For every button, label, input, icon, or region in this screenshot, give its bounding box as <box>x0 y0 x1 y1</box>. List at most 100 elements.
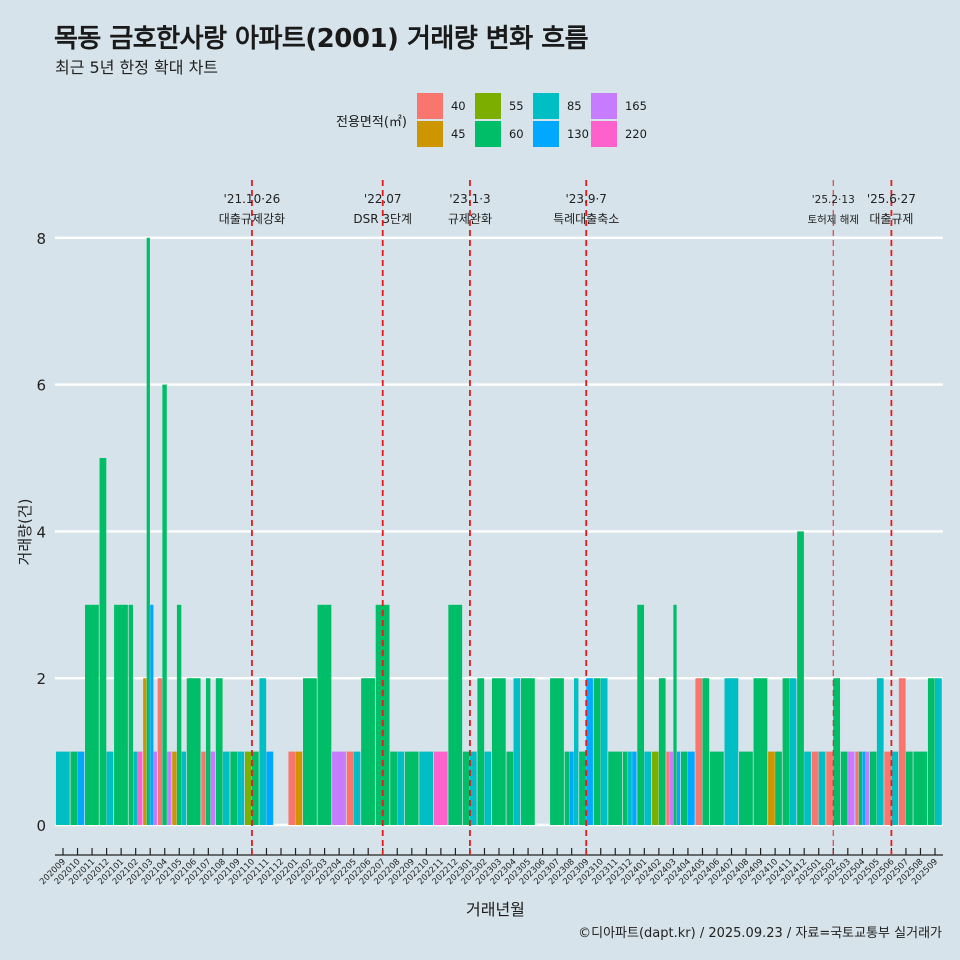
bar-202507-60 <box>905 751 913 825</box>
bar-202404-60 <box>680 751 688 825</box>
bar-202210-85 <box>419 751 434 825</box>
chart-title: 목동 금호한사랑 아파트(2001) 거래량 변화 흐름 <box>54 24 589 54</box>
bar-202410-45 <box>768 751 775 825</box>
bar-202406-60 <box>709 751 724 825</box>
bar-202105-45 <box>172 751 177 825</box>
chart-subtitle: 최근 5년 한정 확대 차트 <box>55 58 219 77</box>
bar-202506-40 <box>884 751 892 825</box>
legend-swatch <box>590 93 617 119</box>
legend-swatch <box>416 121 443 147</box>
bar-202302-60 <box>477 678 485 825</box>
bar-202403-165 <box>669 751 674 825</box>
bar-202108-60 <box>215 678 223 825</box>
bar-202503-165 <box>847 751 855 825</box>
bar-202103-130 <box>150 604 154 825</box>
bar-202503-60 <box>840 751 848 825</box>
legend-item-165: 165 <box>590 92 649 120</box>
bar-202103-45 <box>143 678 147 825</box>
bar-202102-60 <box>128 604 134 825</box>
y-tick-label: 0 <box>36 817 46 835</box>
bar-202509-85 <box>935 678 942 825</box>
legend-swatch <box>532 93 559 119</box>
bar-202412-60 <box>797 531 804 825</box>
legend-swatch <box>532 121 559 147</box>
bar-202204-165 <box>332 751 346 825</box>
bar-202509-60 <box>927 678 935 825</box>
legend-label: 165 <box>624 99 647 113</box>
legend-swatch <box>474 121 501 147</box>
bar-202303-60 <box>491 678 506 825</box>
event-date-label: '25.2·13 <box>812 194 855 206</box>
bar-202108-85 <box>222 751 230 825</box>
legend-label: 45 <box>450 127 466 141</box>
bar-202407-85 <box>724 678 739 825</box>
legend-item-130: 130 <box>532 120 591 148</box>
bar-202309-60 <box>579 751 586 825</box>
bar-202307-60 <box>550 678 564 825</box>
legend-title: 전용면적(㎡) <box>336 114 407 130</box>
bar-202105-85 <box>181 751 187 825</box>
legend-label: 85 <box>566 99 582 113</box>
bar-202501-85 <box>818 751 826 825</box>
legend-item-55: 55 <box>474 92 533 120</box>
bar-202410-60 <box>775 751 782 825</box>
legend-label: 40 <box>450 99 466 113</box>
bar-202412-85 <box>804 751 811 825</box>
legend-item-40: 40 <box>416 92 475 120</box>
bar-202403-60 <box>673 604 677 825</box>
bar-202308-60 <box>564 751 570 825</box>
bar-202405-40 <box>695 678 703 825</box>
bar-202312-130 <box>632 751 637 825</box>
bar-202110-55 <box>244 751 252 825</box>
bar-202205-40 <box>346 751 354 825</box>
bar-202310-85 <box>600 678 608 825</box>
bar-202502-40 <box>826 751 833 825</box>
bar-202107-40 <box>201 751 206 825</box>
bar-202205-85 <box>353 751 361 825</box>
bar-202505-60 <box>869 751 877 825</box>
bar-202401-85 <box>644 751 652 825</box>
bar-202012-60 <box>99 458 107 825</box>
bar-202401-60 <box>637 604 645 825</box>
bar-202009-85 <box>55 751 70 825</box>
bar-202309-130 <box>586 678 593 825</box>
bar-202101-60 <box>114 604 128 825</box>
bar-202505-85 <box>876 678 884 825</box>
bar-202102-85 <box>133 751 138 825</box>
bar-202308-130 <box>569 751 574 825</box>
y-axis-label: 거래량(건) <box>16 499 34 566</box>
legend-label: 55 <box>508 99 524 113</box>
bar-202107-165 <box>210 751 216 825</box>
bar-202403-40 <box>666 751 670 825</box>
bar-202402-60 <box>658 678 666 825</box>
bar-202110-60 <box>251 751 259 825</box>
bar-202109-60 <box>230 751 238 825</box>
event-desc-label: 대출규제강화 <box>219 212 285 226</box>
bar-202104-40 <box>157 678 163 825</box>
bar-202504-60 <box>858 751 863 825</box>
bar-202011-60 <box>85 604 99 825</box>
y-tick-label: 2 <box>36 670 46 688</box>
legend-swatch <box>474 93 501 119</box>
bar-202504-165 <box>865 751 870 825</box>
bar-202506-85 <box>891 751 899 825</box>
bar-202311-60 <box>608 751 623 825</box>
event-date-label: '23.9·7 <box>565 192 606 206</box>
bar-202111-130 <box>266 751 274 825</box>
bar-202105-60 <box>176 604 182 825</box>
bar-202310-60 <box>593 678 601 825</box>
event-desc-label: 토허제 해제 <box>807 213 859 226</box>
bar-202212-60 <box>448 604 463 825</box>
bar-202102-220 <box>138 751 143 825</box>
bar-202404-130 <box>687 751 695 825</box>
legend-item-220: 220 <box>590 120 649 148</box>
bar-202301-85 <box>469 751 477 825</box>
event-date-label: '25.6·27 <box>867 192 916 206</box>
bar-202411-60 <box>782 678 790 825</box>
bar-202312-60 <box>622 751 628 825</box>
bar-202103-165 <box>153 751 157 825</box>
bar-202411-85 <box>789 678 797 825</box>
bar-202304-60 <box>506 751 514 825</box>
bar-202301-60 <box>462 751 470 825</box>
bar-202308-85 <box>574 678 579 825</box>
